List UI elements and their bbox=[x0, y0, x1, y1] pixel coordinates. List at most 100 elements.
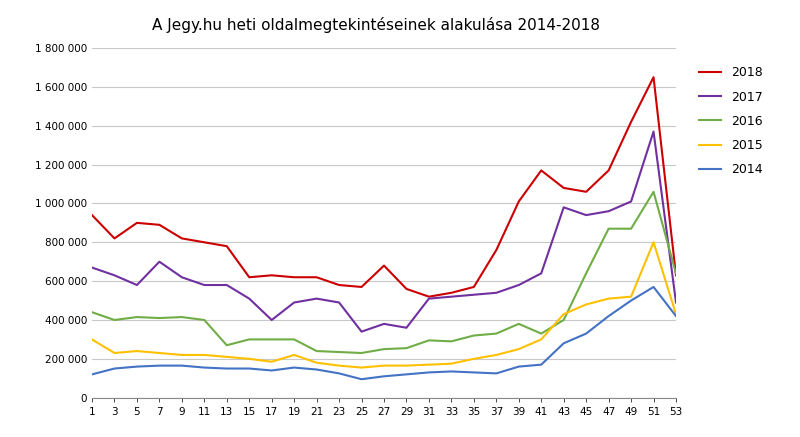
2016 bbox=[290, 337, 299, 342]
2017 bbox=[154, 259, 164, 264]
2018 bbox=[671, 273, 681, 278]
2016 bbox=[267, 337, 277, 342]
2016 bbox=[222, 343, 231, 348]
2014 bbox=[424, 370, 434, 375]
2016 bbox=[132, 315, 142, 320]
2016 bbox=[110, 317, 119, 323]
2017 bbox=[537, 271, 546, 276]
2014 bbox=[446, 369, 456, 374]
2017 bbox=[267, 317, 277, 323]
2017 bbox=[582, 212, 591, 218]
2018 bbox=[469, 284, 478, 290]
2018 bbox=[446, 290, 456, 295]
2017 bbox=[379, 321, 389, 326]
2015 bbox=[537, 337, 546, 342]
2017 bbox=[514, 282, 523, 288]
2018 bbox=[402, 286, 411, 291]
2014 bbox=[312, 367, 322, 372]
2015 bbox=[649, 239, 658, 245]
2016 bbox=[446, 339, 456, 344]
2016 bbox=[199, 317, 209, 323]
2018 bbox=[290, 274, 299, 280]
2014 bbox=[402, 372, 411, 377]
2017 bbox=[110, 273, 119, 278]
2016 bbox=[626, 226, 636, 231]
2015 bbox=[604, 296, 614, 301]
Line: 2016: 2016 bbox=[92, 192, 676, 353]
2017 bbox=[334, 300, 344, 305]
2018 bbox=[424, 294, 434, 299]
2017 bbox=[491, 290, 501, 295]
2017 bbox=[446, 294, 456, 299]
2018 bbox=[132, 220, 142, 225]
Line: 2015: 2015 bbox=[92, 242, 676, 368]
Line: 2017: 2017 bbox=[92, 132, 676, 332]
2017 bbox=[604, 208, 614, 214]
2017 bbox=[199, 282, 209, 288]
2015 bbox=[154, 350, 164, 356]
2018 bbox=[379, 263, 389, 268]
2015 bbox=[402, 363, 411, 368]
2016 bbox=[154, 316, 164, 321]
2017 bbox=[357, 329, 366, 334]
2014 bbox=[379, 374, 389, 379]
2016 bbox=[177, 315, 186, 320]
2015 bbox=[424, 362, 434, 367]
2018 bbox=[514, 199, 523, 204]
2018 bbox=[626, 119, 636, 125]
2015 bbox=[110, 350, 119, 356]
2018 bbox=[604, 168, 614, 173]
2016 bbox=[87, 309, 97, 315]
2015 bbox=[87, 337, 97, 342]
2016 bbox=[402, 346, 411, 351]
2018 bbox=[222, 243, 231, 249]
2015 bbox=[379, 363, 389, 368]
2014 bbox=[626, 298, 636, 303]
2017 bbox=[132, 282, 142, 288]
2018 bbox=[649, 75, 658, 80]
2018 bbox=[582, 189, 591, 194]
2014 bbox=[469, 370, 478, 375]
2015 bbox=[267, 359, 277, 364]
2017 bbox=[469, 292, 478, 297]
2014 bbox=[357, 377, 366, 382]
2017 bbox=[424, 296, 434, 301]
2014 bbox=[671, 313, 681, 319]
2016 bbox=[312, 348, 322, 354]
2014 bbox=[110, 366, 119, 371]
2014 bbox=[334, 371, 344, 376]
2015 bbox=[222, 354, 231, 360]
2017 bbox=[402, 325, 411, 330]
2014 bbox=[222, 366, 231, 371]
2015 bbox=[626, 294, 636, 299]
2017 bbox=[87, 265, 97, 270]
Text: A Jegy.hu heti oldalmegtekintéseinek alakulása 2014-2018: A Jegy.hu heti oldalmegtekintéseinek ala… bbox=[152, 17, 600, 34]
2016 bbox=[357, 350, 366, 356]
2016 bbox=[582, 271, 591, 276]
2014 bbox=[290, 365, 299, 370]
2016 bbox=[604, 226, 614, 231]
2015 bbox=[334, 363, 344, 368]
2015 bbox=[559, 312, 569, 317]
2018 bbox=[245, 274, 254, 280]
2015 bbox=[582, 302, 591, 307]
2016 bbox=[334, 350, 344, 355]
2017 bbox=[649, 129, 658, 134]
2015 bbox=[469, 356, 478, 361]
2014 bbox=[514, 364, 523, 369]
2016 bbox=[469, 333, 478, 338]
2015 bbox=[177, 352, 186, 357]
2014 bbox=[537, 362, 546, 367]
2015 bbox=[671, 312, 681, 317]
2018 bbox=[537, 168, 546, 173]
2016 bbox=[559, 317, 569, 323]
2016 bbox=[424, 338, 434, 343]
2015 bbox=[199, 352, 209, 357]
2015 bbox=[245, 356, 254, 361]
2018 bbox=[491, 247, 501, 253]
2018 bbox=[110, 236, 119, 241]
2014 bbox=[649, 284, 658, 290]
2018 bbox=[334, 282, 344, 288]
2014 bbox=[154, 363, 164, 368]
2017 bbox=[559, 205, 569, 210]
